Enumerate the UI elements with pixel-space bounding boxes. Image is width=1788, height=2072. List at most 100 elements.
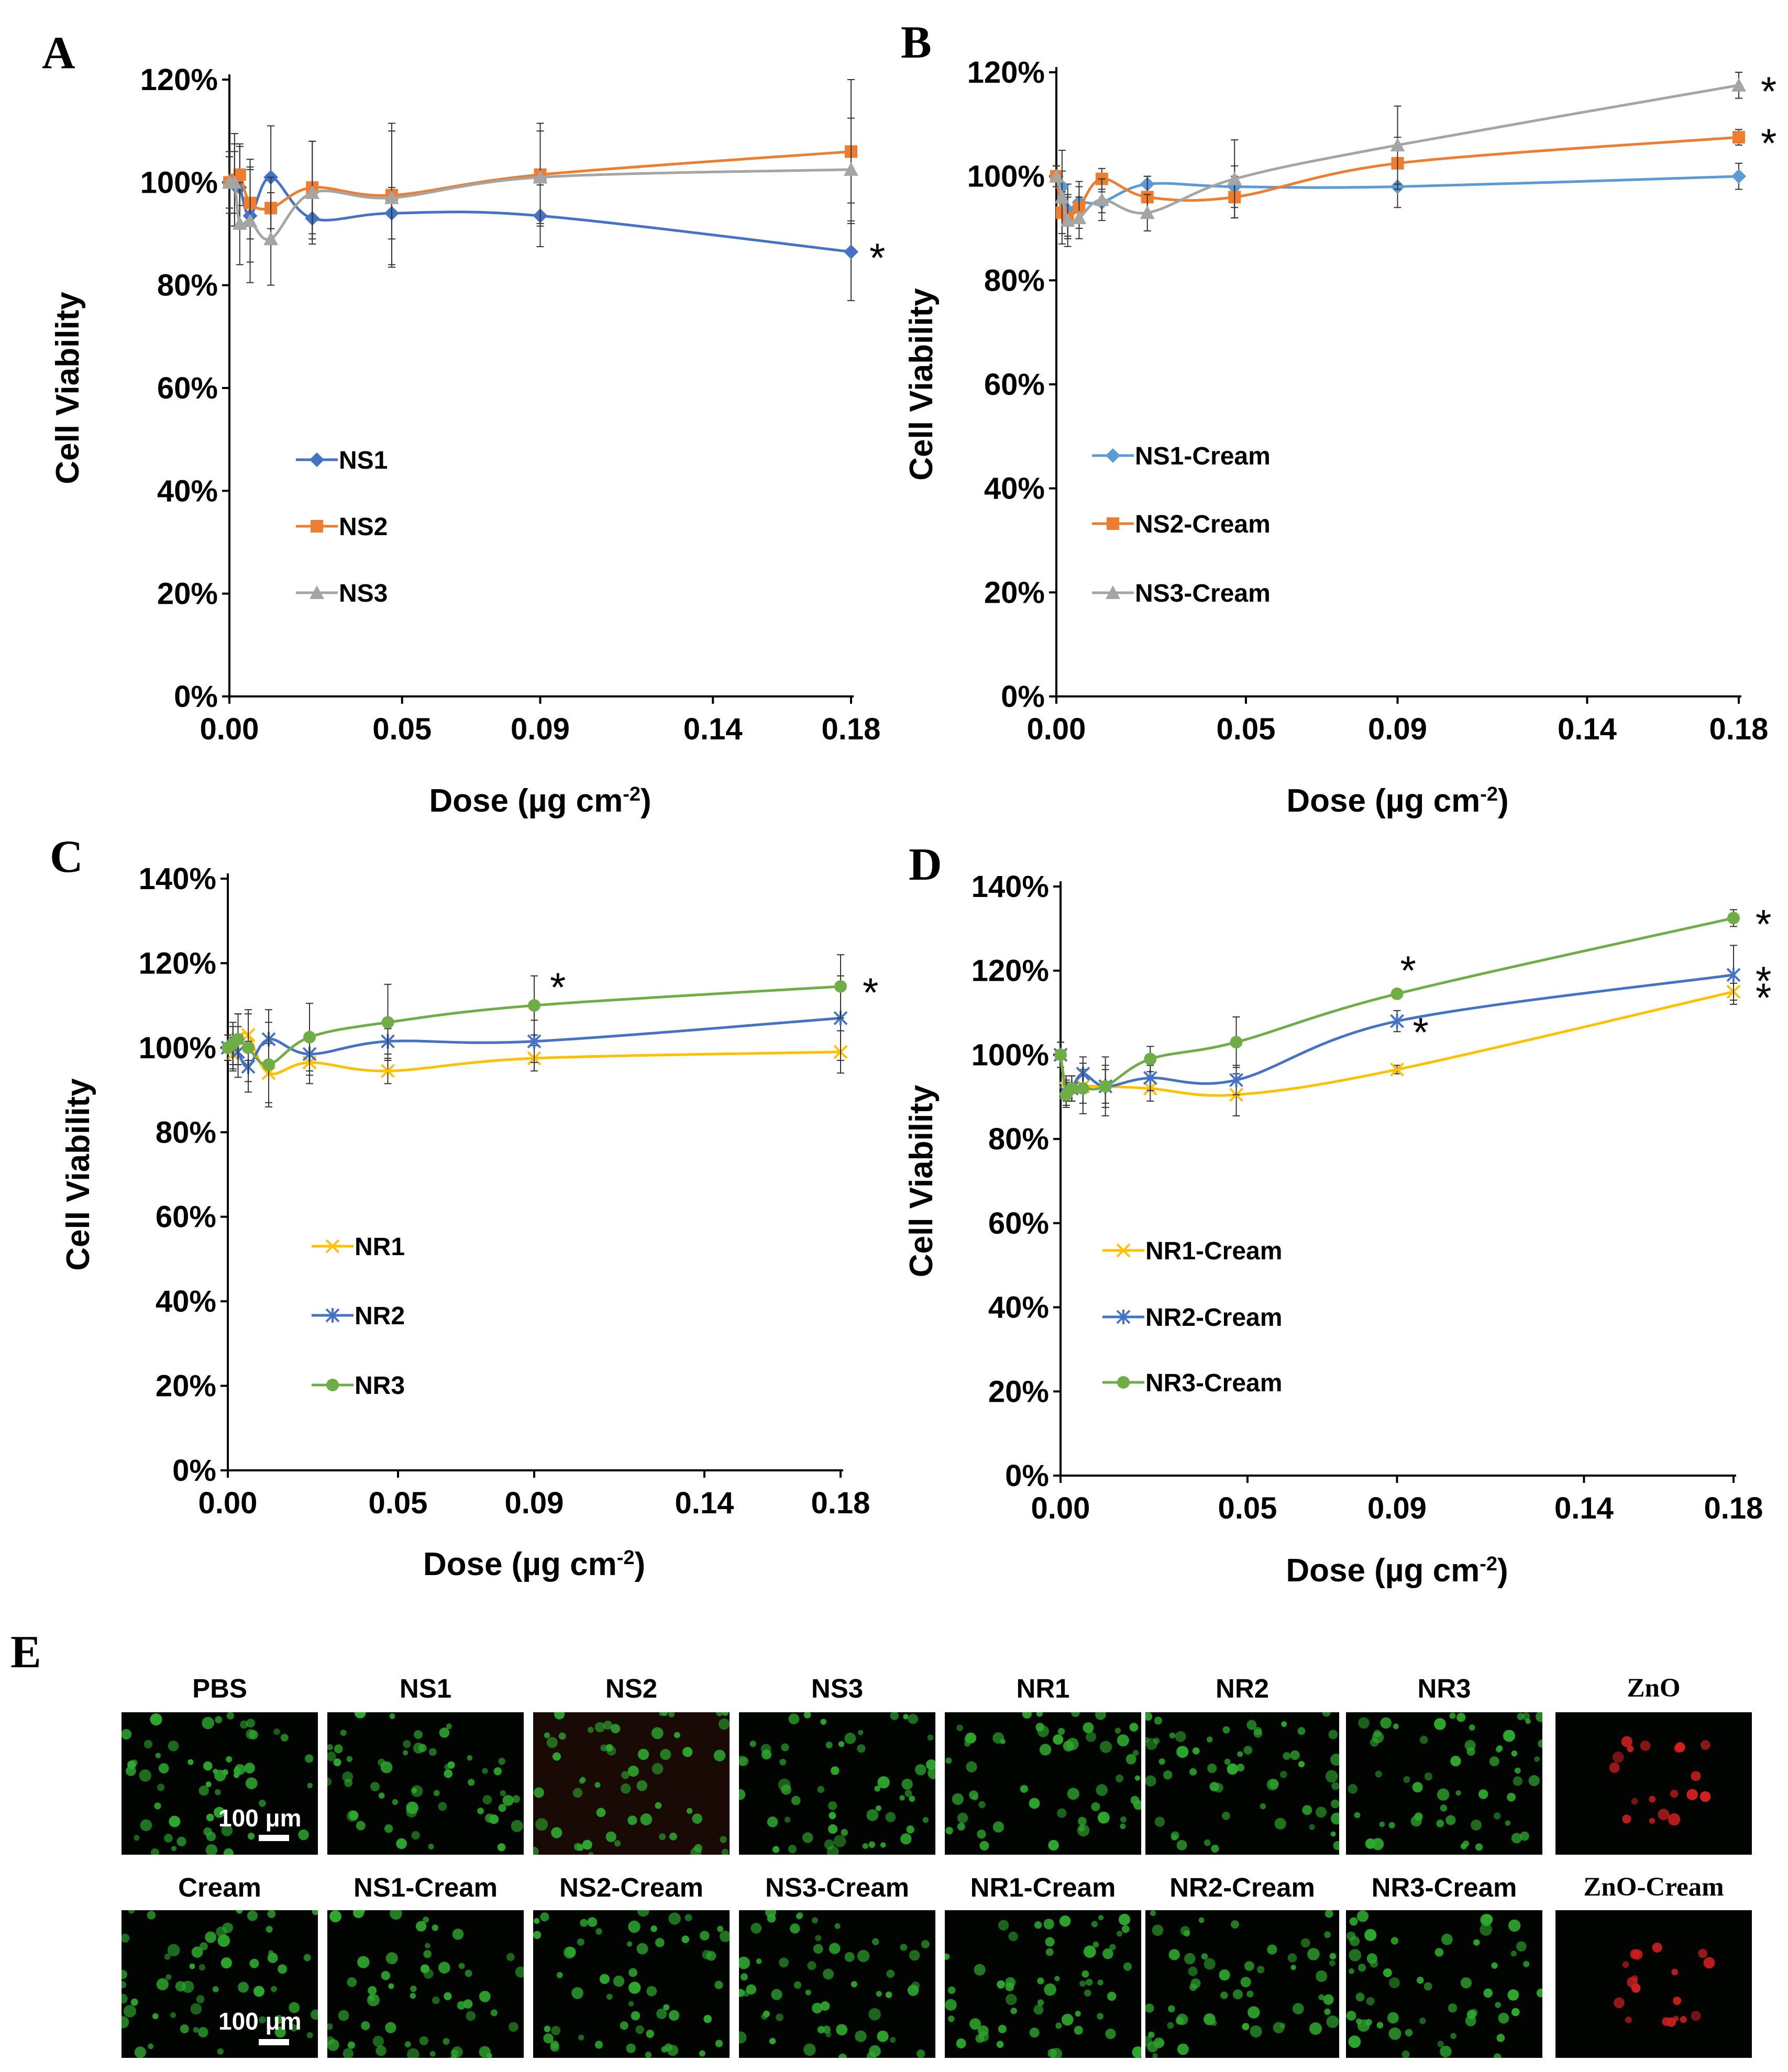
- y-tick-label: 100%: [967, 160, 1045, 194]
- legend-label: NS2: [339, 513, 388, 541]
- cell: [626, 1941, 633, 1947]
- cell: [1091, 1802, 1100, 1811]
- x-tick-label: 0.05: [372, 712, 432, 746]
- cell: [739, 1789, 746, 1800]
- cell: [1096, 1784, 1108, 1796]
- cell: [1380, 1717, 1392, 1729]
- cell: [885, 1812, 896, 1823]
- cell: [815, 1935, 822, 1942]
- cell: [1349, 1949, 1362, 1962]
- cell: [1538, 1739, 1542, 1748]
- cell: [833, 1835, 846, 1847]
- cell: [497, 1843, 506, 1852]
- cell: [1260, 1803, 1266, 1810]
- y-tick-label: 60%: [156, 1200, 216, 1234]
- cell: [756, 1958, 762, 1964]
- micrograph-canvas: [327, 1712, 524, 1855]
- cell: [1242, 2023, 1250, 2031]
- legend-marker: [1116, 1310, 1131, 1324]
- cell: [1148, 2031, 1155, 2038]
- cell: [578, 2034, 584, 2041]
- cell: [877, 2030, 889, 2042]
- cell: [140, 1819, 152, 1832]
- cell: [706, 1951, 716, 1961]
- cell: [621, 1783, 631, 1794]
- cell: [1330, 1831, 1336, 1837]
- micrograph-canvas: [533, 1910, 730, 2058]
- cell: [1673, 1996, 1682, 2005]
- cell: [978, 1801, 986, 1809]
- cell: [998, 1920, 1009, 1931]
- cell: [433, 1790, 440, 1797]
- cell: [901, 1778, 913, 1790]
- cell: [193, 2027, 199, 2033]
- cell: [1237, 1764, 1245, 1772]
- cell: [1086, 1731, 1097, 1742]
- cell: [1331, 1812, 1339, 1825]
- legend-label: NR2: [355, 1302, 405, 1330]
- cell: [1513, 1776, 1523, 1786]
- cell: [1045, 1948, 1054, 1956]
- cell: [1054, 1976, 1060, 1981]
- y-tick-label: 120%: [139, 946, 216, 980]
- cell: [857, 1744, 866, 1753]
- cell: [915, 1764, 926, 1776]
- cell: [360, 1910, 366, 1913]
- cell: [743, 1990, 750, 1997]
- cell: [1649, 1796, 1656, 1803]
- cell: [1478, 1789, 1488, 1799]
- cell: [1517, 1713, 1525, 1721]
- cell: [1455, 1790, 1461, 1796]
- y-tick-label: 120%: [972, 954, 1049, 988]
- cell: [306, 2032, 313, 2038]
- cell: [169, 1815, 181, 1827]
- legend-entry: NS2-Cream: [1092, 511, 1271, 538]
- cell: [558, 1732, 566, 1740]
- cell: [202, 1716, 214, 1730]
- micrograph-canvas: [945, 1910, 1141, 2058]
- cell: [588, 1726, 594, 1733]
- cell: [392, 1799, 399, 1805]
- cell: [144, 1739, 153, 1749]
- cell: [245, 1777, 258, 1790]
- cell: [1008, 1931, 1018, 1942]
- data-point: [263, 231, 279, 246]
- cell: [1401, 2050, 1410, 2058]
- cell: [1290, 1750, 1300, 1760]
- cell: [969, 2018, 981, 2030]
- cell: [1237, 1751, 1243, 1757]
- data-point: [1060, 213, 1075, 227]
- data-point: [1049, 169, 1064, 183]
- x-tick-label: 0.00: [1027, 712, 1086, 746]
- legend-marker: [310, 585, 324, 599]
- cell: [1495, 1746, 1502, 1753]
- cell: [1376, 2022, 1384, 2029]
- legend-entry: NR2: [312, 1302, 405, 1330]
- cell: [769, 2037, 776, 2045]
- data-point: [1390, 987, 1404, 1000]
- cell: [1171, 1834, 1177, 1841]
- x-axis-label: Dose (µg cm-2): [423, 1546, 645, 1582]
- cell: [147, 1911, 156, 1920]
- cell: [327, 2023, 333, 2030]
- scale-bar: [259, 1835, 289, 1841]
- x-tick-label: 0.05: [1216, 712, 1275, 746]
- x-axis-label: Dose (µg cm-2): [1286, 783, 1508, 819]
- cell: [191, 1946, 203, 1958]
- cell: [790, 1923, 800, 1934]
- y-tick-label: 0%: [174, 680, 218, 714]
- cell: [380, 1761, 393, 1774]
- cell: [506, 1953, 515, 1962]
- cell: [1102, 1948, 1113, 1959]
- cell: [534, 1787, 544, 1798]
- cell: [992, 1821, 1005, 1833]
- cell: [1330, 1753, 1339, 1766]
- cell: [682, 1747, 693, 1757]
- cell: [1348, 1783, 1358, 1794]
- cell: [972, 1794, 979, 1801]
- cell: [838, 1741, 845, 1747]
- cell: [1204, 1839, 1211, 1846]
- cell: [482, 1795, 492, 1804]
- cell: [1622, 1961, 1629, 1968]
- cell: [1035, 1723, 1044, 1732]
